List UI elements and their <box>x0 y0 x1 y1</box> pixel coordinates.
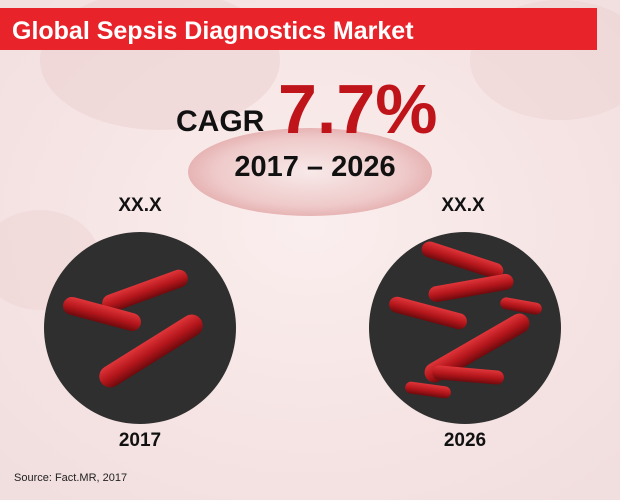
bacterium <box>405 381 451 399</box>
bacterium <box>500 297 542 315</box>
blood-cell <box>188 128 432 216</box>
bacterium <box>421 241 504 279</box>
cagr-period: 2017 – 2026 <box>234 151 395 183</box>
bacterium <box>102 269 188 313</box>
bacterium <box>428 273 514 303</box>
market-year: 2026 <box>444 430 486 451</box>
market-value: XX.X <box>118 195 162 216</box>
bacterium <box>63 296 141 332</box>
market-value: XX.X <box>441 195 485 216</box>
circle <box>44 232 236 424</box>
bacterium <box>99 314 203 388</box>
market-2026: XX.X 2026 <box>369 195 561 451</box>
source: Source: Fact.MR, 2017 <box>14 472 127 484</box>
market-2017: XX.X 2017 <box>44 195 236 451</box>
bacterium <box>424 313 530 383</box>
bacterium <box>432 365 504 385</box>
title: Global Sepsis Diagnostics Market <box>12 17 414 45</box>
bacterium <box>389 296 467 330</box>
cagr-label: CAGR <box>176 105 265 138</box>
title-bar <box>0 8 597 50</box>
cagr-value: 7.7% <box>278 70 438 148</box>
market-year: 2017 <box>119 430 161 451</box>
